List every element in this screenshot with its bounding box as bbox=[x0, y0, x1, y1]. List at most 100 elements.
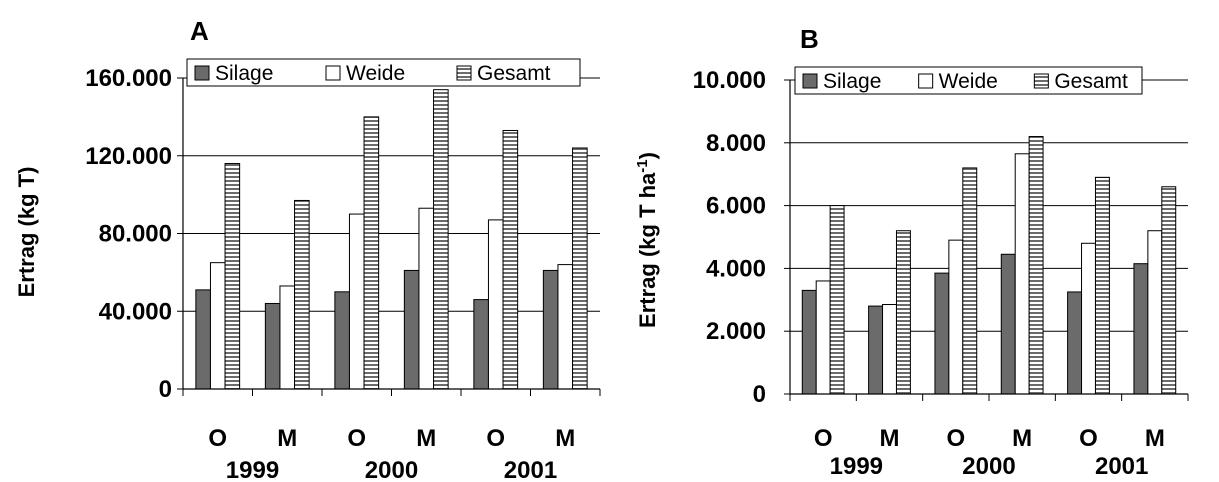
bar-silage bbox=[801, 289, 817, 395]
legend-swatch-weide bbox=[918, 73, 934, 89]
bar-gesamt bbox=[1094, 176, 1110, 395]
year-label: 2001 bbox=[1095, 453, 1148, 480]
legend-label-silage: Silage bbox=[215, 62, 273, 85]
bar-weide bbox=[557, 264, 574, 390]
y-tick-label: 0 bbox=[753, 381, 766, 408]
x-category-label: M bbox=[277, 425, 297, 452]
panel-b-y-axis-title: Ertrag (kg T ha-1) bbox=[634, 152, 661, 328]
panel-a-bars bbox=[195, 89, 588, 390]
bar-silage bbox=[195, 289, 211, 390]
bar-gesamt bbox=[1161, 186, 1177, 395]
y-tick-label: 10.000 bbox=[693, 67, 766, 94]
bar-gesamt bbox=[962, 167, 978, 395]
bar-silage bbox=[264, 302, 281, 390]
panel-b-gridlines bbox=[790, 79, 1188, 332]
panel-a-year-labels: 1999 2000 2001 bbox=[226, 457, 557, 482]
panel-b-y-axis-title-superscript: -1 bbox=[634, 159, 651, 172]
legend-box bbox=[186, 58, 581, 87]
legend-label-weide: Weide bbox=[346, 62, 405, 85]
legend-label-silage: Silage bbox=[823, 70, 881, 93]
year-label: 1999 bbox=[226, 457, 279, 482]
panel-a-y-tick-labels: 0 40.000 80.000 120.000 160.000 bbox=[85, 65, 172, 403]
panel-b-y-axis-title-suffix: ) bbox=[635, 152, 660, 159]
bar-weide bbox=[948, 239, 964, 395]
x-category-label: M bbox=[416, 425, 436, 452]
bar-gesamt bbox=[224, 163, 241, 390]
panel-b-label: B bbox=[800, 24, 819, 54]
y-tick-label: 6.000 bbox=[706, 193, 766, 220]
y-tick-label: 160.000 bbox=[85, 65, 172, 92]
legend-swatch-weide bbox=[325, 65, 341, 81]
bar-silage bbox=[868, 305, 884, 395]
bar-gesamt bbox=[502, 129, 519, 390]
panel-b-legend: Silage Weide Gesamt bbox=[794, 66, 1143, 95]
y-tick-label: 4.000 bbox=[706, 255, 766, 282]
legend-swatch-gesamt bbox=[1033, 73, 1049, 89]
legend-swatch-silage bbox=[194, 65, 210, 81]
panel-b: B 0 2.000 4.000 6.000 8.000 10.000 O M O M O M 199… bbox=[634, 24, 1189, 480]
y-tick-label: 0 bbox=[159, 376, 172, 403]
legend-swatch-gesamt bbox=[456, 65, 472, 81]
panel-a-legend: Silage Weide Gesamt bbox=[186, 58, 581, 87]
bar-gesamt bbox=[1028, 136, 1044, 395]
panel-a-y-axis-title: Ertrag (kg T) bbox=[14, 167, 39, 298]
bar-weide bbox=[882, 304, 897, 395]
bar-silage bbox=[1000, 253, 1016, 395]
year-label: 2001 bbox=[504, 457, 557, 482]
bar-gesamt bbox=[829, 205, 845, 395]
legend-label-gesamt: Gesamt bbox=[477, 62, 551, 85]
x-category-label: O bbox=[946, 425, 965, 452]
year-label: 1999 bbox=[830, 453, 883, 480]
legend-swatch-silage bbox=[802, 73, 818, 89]
bar-silage bbox=[403, 269, 420, 390]
bar-gesamt bbox=[433, 89, 449, 390]
bar-silage bbox=[542, 269, 559, 390]
bar-silage bbox=[934, 272, 950, 395]
panel-a: A 0 40.000 80.000 120.000 160.000 O M O M O M 199… bbox=[14, 16, 601, 482]
bar-gesamt bbox=[572, 147, 588, 390]
year-label: 2000 bbox=[365, 457, 418, 482]
x-category-label: O bbox=[347, 425, 366, 452]
y-tick-label: 8.000 bbox=[706, 130, 766, 157]
bar-weide bbox=[1014, 153, 1030, 395]
x-category-label: O bbox=[814, 425, 833, 452]
bar-weide bbox=[815, 280, 831, 395]
panel-b-y-tick-labels: 0 2.000 4.000 6.000 8.000 10.000 bbox=[693, 67, 766, 408]
bar-weide bbox=[209, 262, 226, 390]
bar-weide bbox=[279, 285, 296, 390]
panel-b-y-axis-title-main: Ertrag (kg T ha bbox=[635, 172, 660, 328]
panel-a-axes bbox=[177, 77, 601, 396]
y-tick-label: 40.000 bbox=[99, 298, 172, 325]
legend-label-gesamt: Gesamt bbox=[1054, 70, 1128, 93]
bar-silage bbox=[1067, 291, 1083, 395]
year-label: 2000 bbox=[962, 453, 1015, 480]
legend-box bbox=[794, 66, 1143, 95]
x-category-label: M bbox=[1145, 425, 1165, 452]
panel-b-bars bbox=[801, 136, 1177, 395]
x-category-label: O bbox=[1079, 425, 1098, 452]
legend-label-weide: Weide bbox=[939, 70, 998, 93]
panel-a-gridlines bbox=[183, 77, 600, 312]
panel-b-axes bbox=[784, 79, 1189, 401]
y-tick-label: 2.000 bbox=[706, 318, 766, 345]
y-tick-label: 120.000 bbox=[85, 143, 172, 170]
x-category-label: M bbox=[1012, 425, 1032, 452]
bar-gesamt bbox=[294, 199, 310, 390]
x-category-label: O bbox=[208, 425, 227, 452]
bar-weide bbox=[1147, 230, 1163, 395]
panel-a-label: A bbox=[190, 16, 209, 46]
bar-silage bbox=[1133, 263, 1149, 395]
bar-weide bbox=[418, 207, 435, 390]
bar-weide bbox=[348, 213, 365, 390]
x-category-label: M bbox=[555, 425, 575, 452]
x-category-label: M bbox=[880, 425, 900, 452]
x-category-label: O bbox=[486, 425, 505, 452]
bar-weide bbox=[487, 219, 504, 390]
y-tick-label: 80.000 bbox=[99, 221, 172, 248]
bar-weide bbox=[1081, 242, 1096, 395]
bar-gesamt bbox=[895, 230, 911, 395]
panel-b-year-labels: 1999 2000 2001 bbox=[830, 453, 1149, 480]
